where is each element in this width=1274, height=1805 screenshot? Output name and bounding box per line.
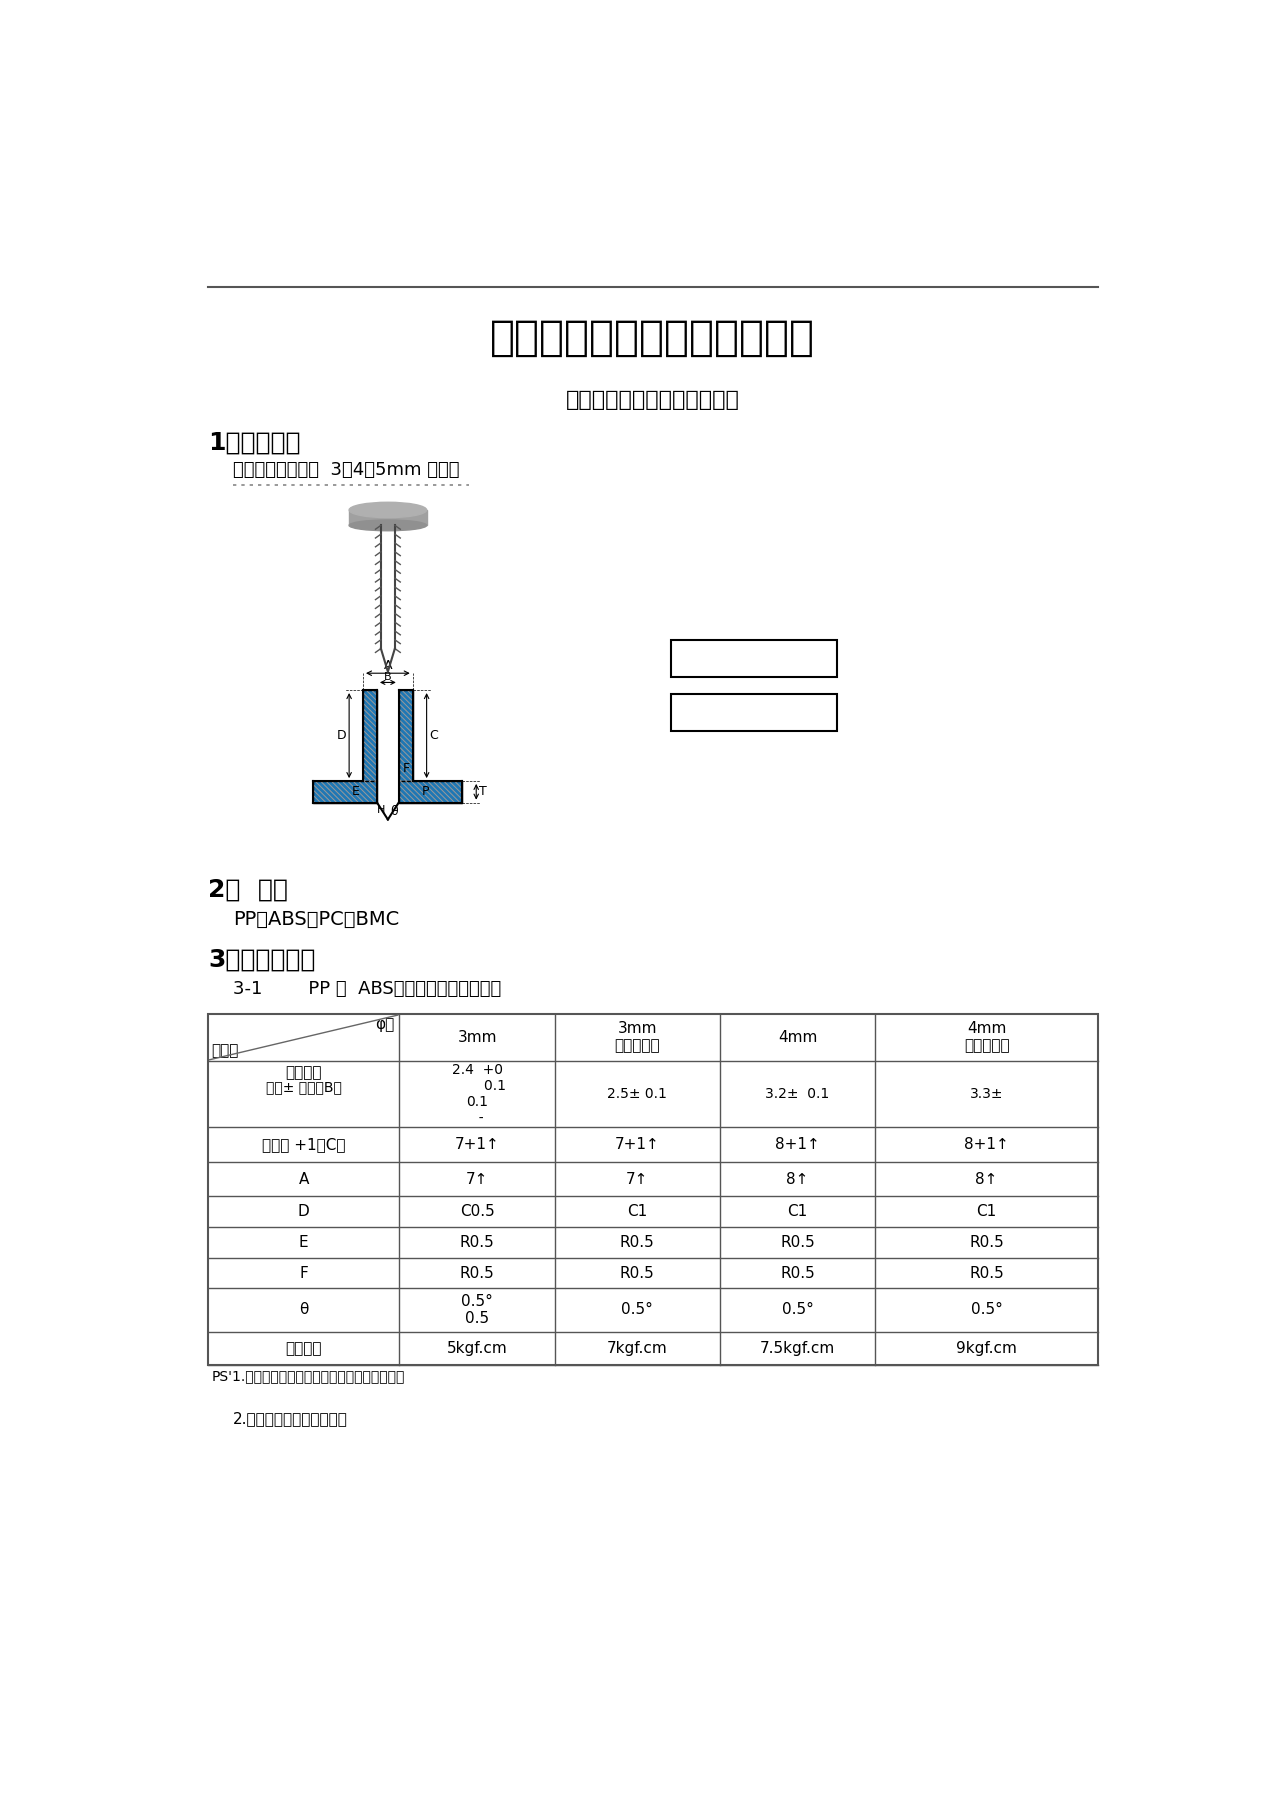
- Text: 8↑: 8↑: [976, 1171, 998, 1186]
- Text: PP、ABS、PC、BMC: PP、ABS、PC、BMC: [233, 910, 399, 928]
- Text: R0.5: R0.5: [970, 1235, 1004, 1249]
- Text: 0.5°
0.5: 0.5° 0.5: [461, 1294, 493, 1327]
- Text: R0.5: R0.5: [970, 1265, 1004, 1280]
- Text: R0.5: R0.5: [460, 1235, 494, 1249]
- Text: E: E: [299, 1235, 308, 1249]
- Text: 有効部 +1（C）: 有効部 +1（C）: [262, 1137, 345, 1152]
- Text: 2.5± 0.1: 2.5± 0.1: [608, 1087, 668, 1101]
- Ellipse shape: [349, 520, 427, 531]
- Text: 5kgf.cm: 5kgf.cm: [447, 1341, 507, 1356]
- Text: R0.5: R0.5: [780, 1265, 815, 1280]
- Text: 3mm: 3mm: [457, 1031, 497, 1045]
- Text: φ径: φ径: [376, 1018, 395, 1032]
- Text: C1: C1: [976, 1204, 996, 1218]
- PathPatch shape: [399, 782, 462, 803]
- Text: C: C: [429, 729, 438, 742]
- Text: F: F: [403, 762, 410, 774]
- Text: 4mm
（加玻纤）: 4mm （加玻纤）: [963, 1022, 1009, 1054]
- Text: 8↑: 8↑: [786, 1171, 809, 1186]
- PathPatch shape: [363, 690, 377, 782]
- Text: 7↑: 7↑: [626, 1171, 648, 1186]
- Ellipse shape: [349, 502, 427, 518]
- Text: D: D: [336, 729, 347, 742]
- Text: R0.5: R0.5: [620, 1265, 655, 1280]
- Text: 7+1↑: 7+1↑: [615, 1137, 660, 1152]
- Text: C0.5: C0.5: [460, 1204, 494, 1218]
- Text: 2、  材质: 2、 材质: [208, 877, 288, 901]
- Text: 0.5°: 0.5°: [971, 1303, 1003, 1318]
- Polygon shape: [399, 782, 462, 803]
- Text: 0.5°: 0.5°: [622, 1303, 654, 1318]
- Text: 参考扭矩: 参考扭矩: [285, 1341, 322, 1356]
- Text: 7↑: 7↑: [466, 1171, 488, 1186]
- Text: B: B: [383, 671, 391, 682]
- Text: C1: C1: [627, 1204, 647, 1218]
- Text: T: T: [479, 785, 487, 798]
- Polygon shape: [349, 511, 427, 525]
- Text: 3.2±  0.1: 3.2± 0.1: [766, 1087, 829, 1101]
- Text: R0.5: R0.5: [460, 1265, 494, 1280]
- Text: 7+1↑: 7+1↑: [455, 1137, 499, 1152]
- Text: 7kgf.cm: 7kgf.cm: [606, 1341, 668, 1356]
- Text: H: H: [377, 805, 386, 814]
- Text: 8+1↑: 8+1↑: [964, 1137, 1009, 1152]
- Text: 自攻螺丝孔径设计及扭矩基准: 自攻螺丝孔径设计及扭矩基准: [490, 316, 815, 359]
- Text: 内径± 公差（B）: 内径± 公差（B）: [266, 1079, 341, 1094]
- Text: A=（2~2.5）× B: A=（2~2.5）× B: [685, 704, 823, 722]
- Text: 孔记号: 孔记号: [211, 1043, 238, 1058]
- Text: R0.5: R0.5: [780, 1235, 815, 1249]
- Text: A: A: [383, 659, 392, 671]
- FancyBboxPatch shape: [670, 693, 837, 731]
- Polygon shape: [363, 690, 377, 782]
- Text: 自攻螺丝孔径设计及扭矩基准: 自攻螺丝孔径设计及扭矩基准: [566, 390, 740, 410]
- Bar: [208, 1014, 1098, 1365]
- Polygon shape: [313, 782, 377, 803]
- Text: C1: C1: [787, 1204, 808, 1218]
- Text: 自攻螺丝依直径分  3、4、5mm 三种。: 自攻螺丝依直径分 3、4、5mm 三种。: [233, 462, 460, 480]
- Text: 3、形状及尺寸: 3、形状及尺寸: [208, 948, 316, 973]
- PathPatch shape: [399, 690, 413, 782]
- Text: 3-1        PP 、  ABS（加纤、不加纤）材质: 3-1 PP 、 ABS（加纤、不加纤）材质: [233, 980, 501, 998]
- Text: 7.5kgf.cm: 7.5kgf.cm: [759, 1341, 836, 1356]
- Text: E: E: [352, 785, 359, 798]
- Text: 1、适用螺丝: 1、适用螺丝: [208, 431, 301, 455]
- Text: D: D: [298, 1204, 310, 1218]
- Text: 4mm: 4mm: [778, 1031, 817, 1045]
- Text: P: P: [422, 785, 429, 798]
- Text: 3mm
（加玻纤）: 3mm （加玻纤）: [614, 1022, 660, 1054]
- Text: 9kgf.cm: 9kgf.cm: [956, 1341, 1017, 1356]
- Text: A: A: [298, 1171, 308, 1186]
- Text: 2.螺丝采用自攻牙加尖尾。: 2.螺丝采用自攻牙加尖尾。: [233, 1412, 348, 1426]
- Text: 0.5°: 0.5°: [781, 1303, 813, 1318]
- Text: θ: θ: [299, 1303, 308, 1318]
- Text: 3.3±: 3.3±: [970, 1087, 1004, 1101]
- Text: 设计基准: 设计基准: [285, 1065, 322, 1079]
- Text: F: F: [299, 1265, 308, 1280]
- PathPatch shape: [313, 782, 377, 803]
- Text: PS'1.如不符合以上条件条件，则采用个案处理。: PS'1.如不符合以上条件条件，则采用个案处理。: [211, 1370, 405, 1383]
- Text: θ: θ: [390, 805, 397, 818]
- Text: t=(0.5~0.75) × T: t=(0.5~0.75) × T: [675, 650, 833, 668]
- Text: 8+1↑: 8+1↑: [775, 1137, 820, 1152]
- FancyBboxPatch shape: [670, 641, 837, 677]
- Text: 2.4  +0
        0.1
0.1
  -: 2.4 +0 0.1 0.1 -: [448, 1063, 506, 1125]
- Polygon shape: [399, 690, 413, 782]
- Text: R0.5: R0.5: [620, 1235, 655, 1249]
